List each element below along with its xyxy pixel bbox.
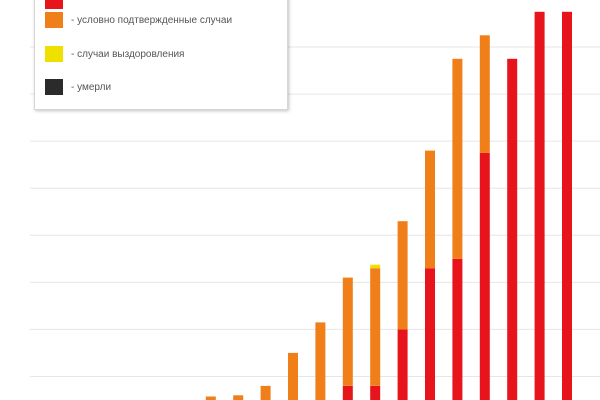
bar-12-series-2 <box>315 322 326 400</box>
legend-item-3: - случаи выздоровления <box>45 46 184 62</box>
bar-13-series-1 <box>342 385 353 400</box>
bar-11-series-2 <box>288 352 298 400</box>
bar-18-series-2 <box>479 35 490 153</box>
legend-item-4: - умерли <box>45 79 111 95</box>
legend-label-4: - умерли <box>71 81 112 93</box>
bar-21-series-1 <box>562 11 572 400</box>
legend-item-1 <box>45 0 71 9</box>
bar-15-series-1 <box>397 329 408 400</box>
bar-14-series-1 <box>370 385 381 400</box>
legend-swatch-1 <box>45 0 63 9</box>
legend: - условно подтвержденные случаи - случаи… <box>34 0 288 110</box>
legend-swatch-2 <box>45 12 63 28</box>
bar-14-series-3 <box>370 264 381 269</box>
bar-18-series-1 <box>479 152 490 400</box>
bar-9-series-2 <box>233 395 244 400</box>
legend-label-3: - случаи выздоровления <box>71 48 185 60</box>
bar-16-series-2 <box>425 150 435 269</box>
bar-10-series-2 <box>260 385 271 400</box>
bar-8-series-2 <box>205 396 216 400</box>
bar-16-series-1 <box>425 268 435 400</box>
legend-label-2: - условно подтвержденные случаи <box>71 14 233 26</box>
bar-14-series-2 <box>370 268 381 386</box>
bar-19-series-1 <box>507 58 518 400</box>
bar-17-series-2 <box>452 58 463 259</box>
bar-15-series-2 <box>397 221 408 330</box>
bar-layer <box>205 11 572 400</box>
legend-swatch-3 <box>45 46 63 62</box>
bar-13-series-2 <box>342 277 353 386</box>
legend-item-2: - условно подтвержденные случаи <box>45 12 232 28</box>
bar-17-series-1 <box>452 258 463 400</box>
bar-20-series-1 <box>534 11 545 400</box>
legend-swatch-4 <box>45 79 63 95</box>
